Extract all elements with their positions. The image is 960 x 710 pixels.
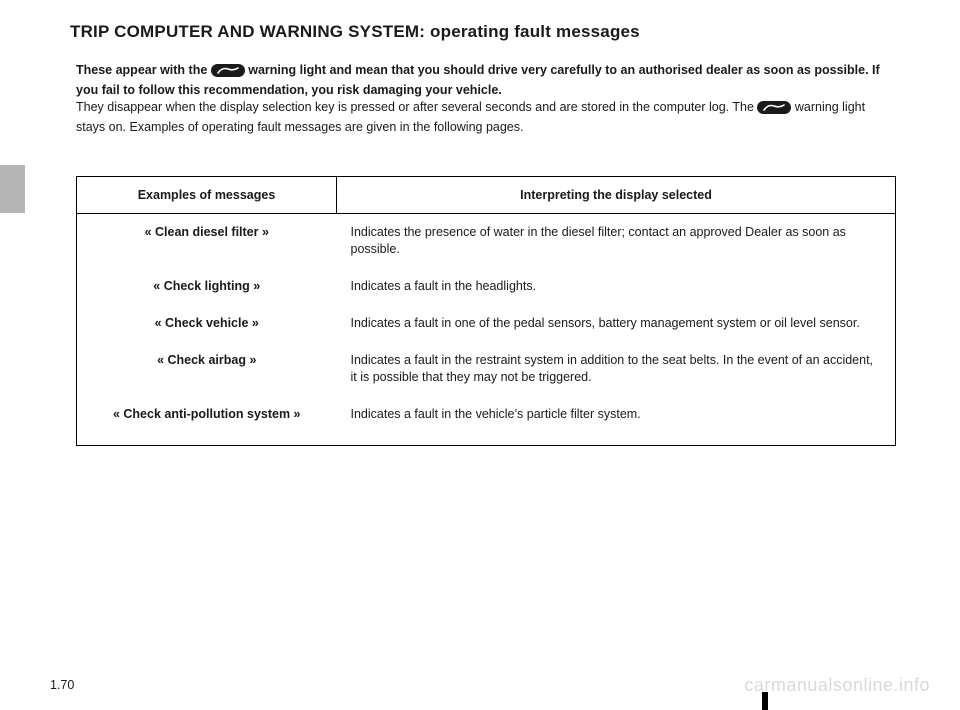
intro-line2-prefix: They disappear when the display selectio… [76,100,757,114]
desc-cell: Indicates a fault in one of the pedal se… [337,305,896,342]
desc-cell: Indicates a fault in the headlights. [337,268,896,305]
table-row: « Check anti-pollution system » Indicate… [77,396,896,445]
page-number: 1.70 [50,678,74,692]
intro-line1-prefix: These appear with the [76,63,211,77]
messages-table: Examples of messages Interpreting the di… [76,176,896,446]
desc-cell: Indicates a fault in the restraint syste… [337,342,896,396]
msg-cell: « Check lighting » [77,268,337,305]
bottom-tick-mark [762,692,768,710]
page-title: TRIP COMPUTER AND WARNING SYSTEM: operat… [70,22,910,42]
msg-cell: « Clean diesel filter » [77,214,337,268]
table-header-row: Examples of messages Interpreting the di… [77,176,896,214]
table-row: « Check airbag » Indicates a fault in th… [77,342,896,396]
table-row: « Clean diesel filter » Indicates the pr… [77,214,896,268]
intro-paragraph: These appear with the warning light and … [76,62,896,136]
warning-light-icon [757,101,791,119]
header-examples: Examples of messages [77,176,337,214]
table-row: « Check lighting » Indicates a fault in … [77,268,896,305]
header-interpret: Interpreting the display selected [337,176,896,214]
desc-cell: Indicates a fault in the vehicle’s parti… [337,396,896,445]
side-tab [0,165,25,213]
watermark-text: carmanualsonline.info [744,675,930,696]
msg-cell: « Check airbag » [77,342,337,396]
msg-cell: « Check vehicle » [77,305,337,342]
page-content: TRIP COMPUTER AND WARNING SYSTEM: operat… [0,0,960,446]
table-row: « Check vehicle » Indicates a fault in o… [77,305,896,342]
warning-light-icon [211,64,245,82]
desc-cell: Indicates the presence of water in the d… [337,214,896,268]
msg-cell: « Check anti-pollution system » [77,396,337,445]
